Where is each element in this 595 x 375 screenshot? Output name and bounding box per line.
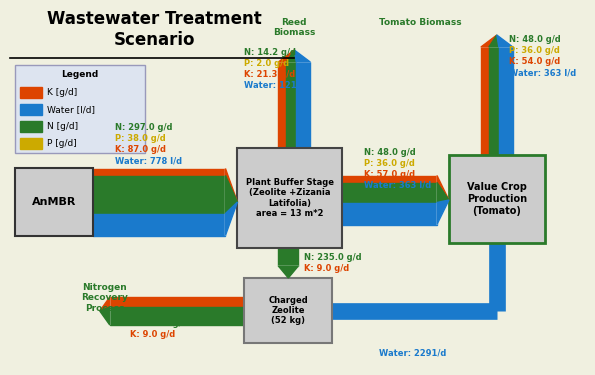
Text: Water: 121 l/d: Water: 121 l/d (245, 81, 312, 90)
Text: K: 54.0 g/d: K: 54.0 g/d (509, 57, 560, 66)
Bar (109, 307, 245, 325)
Polygon shape (226, 176, 237, 213)
Text: Water: 363 l/d: Water: 363 l/d (364, 181, 431, 190)
Text: Value Crop
Production
(Tomato): Value Crop Production (Tomato) (467, 182, 527, 216)
Polygon shape (295, 50, 310, 62)
Text: Nitrogen
Recovery
Process: Nitrogen Recovery Process (82, 283, 128, 313)
Text: Water: 363 l/d: Water: 363 l/d (509, 68, 576, 77)
Text: N: 48.0 g/d: N: 48.0 g/d (364, 148, 416, 157)
Text: N [g/d]: N [g/d] (47, 122, 78, 131)
FancyBboxPatch shape (449, 155, 545, 243)
Polygon shape (437, 176, 449, 200)
Text: K [g/d]: K [g/d] (47, 88, 77, 97)
Text: K: 9.0 g/d: K: 9.0 g/d (130, 330, 175, 339)
Text: P: 36.0 g/d: P: 36.0 g/d (364, 159, 415, 168)
Polygon shape (226, 202, 237, 236)
Text: Water: 778 l/d: Water: 778 l/d (115, 156, 182, 165)
Bar (93, 213, 226, 236)
Polygon shape (437, 183, 449, 203)
Bar (342, 183, 437, 203)
Bar (499, 47, 513, 155)
Polygon shape (100, 297, 109, 325)
Bar (93, 168, 226, 176)
Bar (278, 248, 298, 266)
Polygon shape (481, 35, 513, 47)
Text: K: 87.0 g/d: K: 87.0 g/d (115, 145, 166, 154)
Bar (342, 202, 437, 225)
Polygon shape (226, 168, 237, 202)
Polygon shape (497, 35, 513, 47)
Polygon shape (226, 168, 237, 236)
Bar (20, 138, 42, 149)
Bar (296, 62, 310, 148)
Text: Tomato Biomass: Tomato Biomass (379, 18, 462, 27)
Polygon shape (481, 35, 497, 47)
Polygon shape (278, 266, 298, 278)
Text: Reed
Biomass: Reed Biomass (273, 18, 315, 38)
FancyBboxPatch shape (15, 168, 93, 236)
FancyBboxPatch shape (245, 278, 332, 343)
Text: Plant Buffer Stage
(Zeolite +Zizania
Latifolia)
area = 13 m*2: Plant Buffer Stage (Zeolite +Zizania Lat… (246, 178, 334, 218)
Text: P: 36.0 g/d: P: 36.0 g/d (509, 46, 560, 55)
Polygon shape (437, 200, 449, 225)
Text: P: 38.0 g/d: P: 38.0 g/d (115, 134, 165, 143)
Text: P [g/d]: P [g/d] (47, 139, 77, 148)
Bar (93, 176, 226, 213)
Polygon shape (489, 35, 499, 47)
Polygon shape (100, 307, 109, 325)
Text: K: 9.0 g/d: K: 9.0 g/d (304, 264, 349, 273)
Bar (20, 104, 42, 115)
Text: Charged
Zeolite
(52 kg): Charged Zeolite (52 kg) (268, 296, 308, 326)
Polygon shape (278, 50, 310, 62)
Text: K: 57.0 g/d: K: 57.0 g/d (364, 170, 415, 179)
Bar (286, 62, 296, 148)
Bar (481, 47, 489, 155)
Text: N: 48.0 g/d: N: 48.0 g/d (509, 35, 560, 44)
Bar (109, 297, 245, 307)
Text: Wastewater Treatment
Scenario: Wastewater Treatment Scenario (47, 10, 262, 49)
Bar (489, 47, 499, 155)
Polygon shape (286, 50, 296, 62)
Text: N: 235.0 g/d: N: 235.0 g/d (130, 319, 187, 328)
Text: N: 235.0 g/d: N: 235.0 g/d (304, 253, 362, 262)
Bar (20, 87, 42, 98)
Polygon shape (278, 266, 298, 278)
Bar (20, 121, 42, 132)
Text: K: 21.3 g/d: K: 21.3 g/d (245, 70, 296, 79)
FancyBboxPatch shape (237, 148, 342, 248)
Text: Water: 2291/d: Water: 2291/d (379, 348, 446, 357)
Polygon shape (437, 176, 449, 225)
Text: P: 2.0 g/d: P: 2.0 g/d (245, 59, 290, 68)
Text: Legend: Legend (61, 70, 98, 79)
Polygon shape (278, 50, 295, 62)
Text: N: 297.0 g/d: N: 297.0 g/d (115, 123, 172, 132)
Polygon shape (100, 297, 109, 311)
Bar (342, 176, 437, 183)
Text: Water [l/d]: Water [l/d] (47, 105, 95, 114)
Text: AnMBR: AnMBR (32, 197, 76, 207)
Bar (278, 62, 286, 148)
Bar (15, 65, 145, 153)
Text: N: 14.2 g/d: N: 14.2 g/d (245, 48, 296, 57)
